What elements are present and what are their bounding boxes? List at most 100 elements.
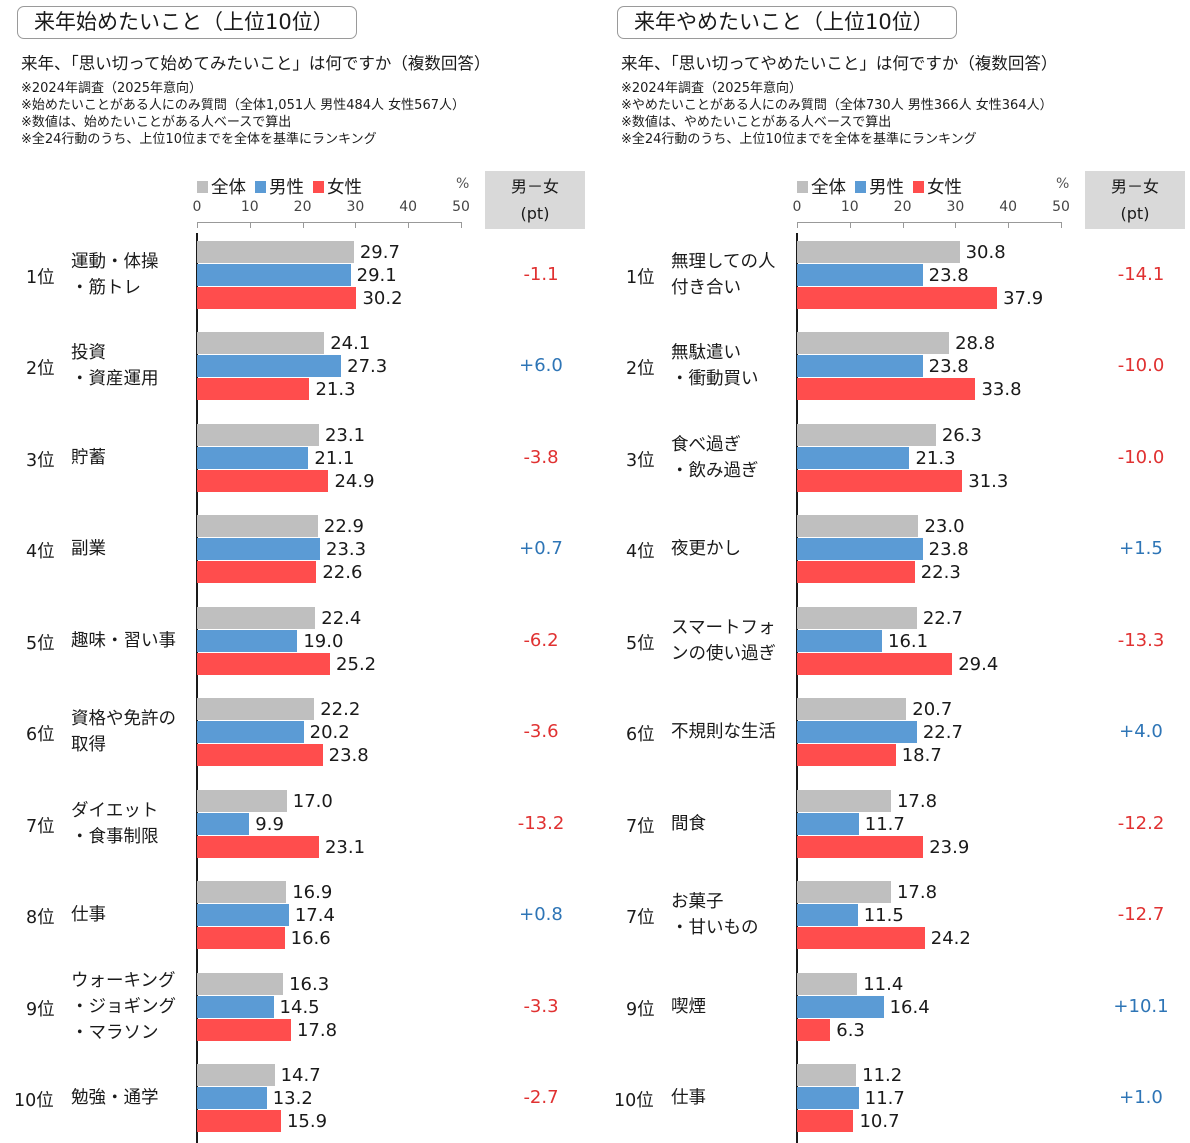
- bar-female: [197, 1018, 291, 1041]
- bar-female: [797, 835, 924, 858]
- question-text: 来年、「思い切ってやめたいこと」は何ですか（複数回答）: [621, 54, 1058, 73]
- category-label: 間食: [671, 813, 706, 834]
- x-tick-label: 20: [293, 199, 312, 215]
- x-tick-mark: [249, 222, 251, 228]
- bar-female: [197, 1110, 281, 1133]
- bar-female: [797, 561, 915, 584]
- bar-all: [797, 789, 891, 812]
- rank-label: 7位: [626, 908, 655, 929]
- rank-label: 5位: [26, 633, 55, 654]
- x-tick-mark: [849, 222, 851, 228]
- bar-female: [797, 469, 963, 492]
- x-tick-label: 10: [240, 199, 259, 215]
- value-label-female: 22.3: [920, 562, 961, 584]
- diff-value: -12.2: [1117, 812, 1165, 834]
- bar-male: [797, 721, 917, 744]
- rank-label: 3位: [26, 450, 55, 471]
- x-tick-label: 20: [893, 199, 912, 215]
- category-label: 仕事: [671, 1088, 706, 1109]
- rank-label: 1位: [26, 268, 55, 288]
- note-line: ※全24行動のうち、上位10位までを全体を基準にランキング: [621, 132, 977, 147]
- x-tick-label: 30: [346, 199, 365, 215]
- value-label-female: 22.6: [322, 562, 363, 584]
- bar-female: [197, 561, 317, 584]
- x-tick-label: 30: [946, 199, 965, 215]
- value-label-male: 11.7: [864, 1088, 905, 1110]
- value-label-female: 6.3: [836, 1019, 865, 1041]
- unit-label: %: [456, 176, 470, 192]
- value-label-female: 25.2: [336, 653, 377, 675]
- value-label-female: 18.7: [901, 745, 942, 767]
- x-tick-mark: [461, 222, 462, 228]
- diff-header-title: 男－女: [1110, 177, 1159, 196]
- diff-header: 男－女 (pt): [1085, 171, 1185, 229]
- bar-male: [797, 264, 923, 286]
- legend-swatch-male: [855, 180, 866, 193]
- diff-value: -3.6: [523, 721, 559, 743]
- bar-female: [197, 927, 285, 950]
- value-label-female: 16.6: [290, 928, 331, 950]
- x-tick-label: 40: [399, 199, 418, 215]
- bar-all: [797, 606, 917, 629]
- diff-value: -2.7: [523, 1087, 559, 1109]
- diff-value: +0.8: [519, 904, 563, 926]
- bar-female: [797, 1018, 831, 1041]
- x-axis-line: [197, 222, 461, 223]
- rank-label: 6位: [626, 725, 655, 746]
- rank-label: 7位: [26, 816, 55, 837]
- bar-male: [197, 629, 298, 652]
- category-label: ダイエット ・食事制限: [71, 800, 159, 847]
- category-label: ウォーキング ・ジョギング ・マラソン: [71, 970, 176, 1043]
- legend-label-female: 女性: [927, 178, 962, 198]
- rank-label: 6位: [26, 725, 55, 746]
- quit-chart-panel: 来年やめたいこと（上位10位） 来年、「思い切ってやめたいこと」は何ですか（複数回…: [600, 0, 1190, 1143]
- bar-all: [797, 332, 950, 355]
- unit-label: %: [1056, 176, 1070, 192]
- category-label: 無駄遣い ・衝動買い: [671, 343, 759, 390]
- bar-male: [197, 812, 250, 835]
- value-label-male: 23.8: [928, 539, 969, 561]
- note-line: ※やめたいことがある人にのみ質問（全体730人 男性366人 女性364人）: [621, 98, 1053, 113]
- legend-swatch-all: [197, 180, 208, 193]
- bar-female: [197, 287, 357, 309]
- bar-all: [797, 423, 936, 446]
- category-label: 副業: [71, 539, 106, 560]
- value-label-all: 17.8: [896, 882, 938, 904]
- bar-all: [197, 515, 318, 538]
- x-tick-mark: [197, 222, 198, 228]
- category-label: 仕事: [71, 905, 106, 926]
- x-tick-label: 0: [192, 199, 202, 215]
- rank-label: 10位: [14, 1091, 54, 1112]
- bar-all: [197, 1064, 275, 1087]
- bar-all: [197, 789, 287, 812]
- value-label-female: 17.8: [296, 1019, 338, 1041]
- bar-all: [197, 423, 319, 446]
- bar-female: [197, 652, 331, 675]
- category-label: 運動・体操 ・筋トレ: [71, 252, 159, 298]
- rank-label: 2位: [26, 359, 55, 380]
- bar-female: [797, 652, 953, 675]
- bar-all: [797, 515, 919, 538]
- value-label-female: 10.7: [859, 1111, 900, 1133]
- value-label-female: 24.9: [334, 470, 375, 492]
- start-chart-panel: 来年始めたいこと（上位10位） 来年、「思い切って始めてみたいこと」は何ですか（複…: [14, 6, 585, 1143]
- x-axis-line: [797, 222, 1061, 223]
- bar-all: [797, 1064, 857, 1087]
- bar-all: [797, 972, 858, 995]
- value-label-male: 23.8: [928, 265, 969, 286]
- bar-all: [197, 241, 354, 263]
- value-label-male: 16.4: [889, 996, 930, 1018]
- chart-title: 来年始めたいこと（上位10位）: [17, 6, 357, 39]
- value-label-all: 16.9: [292, 882, 333, 904]
- bar-male: [797, 538, 923, 561]
- category-axis: [196, 233, 198, 1143]
- bar-male: [197, 264, 351, 286]
- value-label-all: 22.7: [922, 607, 963, 629]
- value-label-male: 16.1: [888, 630, 929, 652]
- value-label-all: 22.9: [323, 516, 364, 538]
- value-label-female: 31.3: [968, 470, 1009, 492]
- value-label-all: 23.0: [924, 516, 965, 538]
- diff-value: -6.2: [523, 629, 559, 651]
- note-line: ※始めたいことがある人にのみ質問（全体1,051人 男性484人 女性567人）: [21, 98, 465, 113]
- x-tick-mark: [1061, 222, 1062, 228]
